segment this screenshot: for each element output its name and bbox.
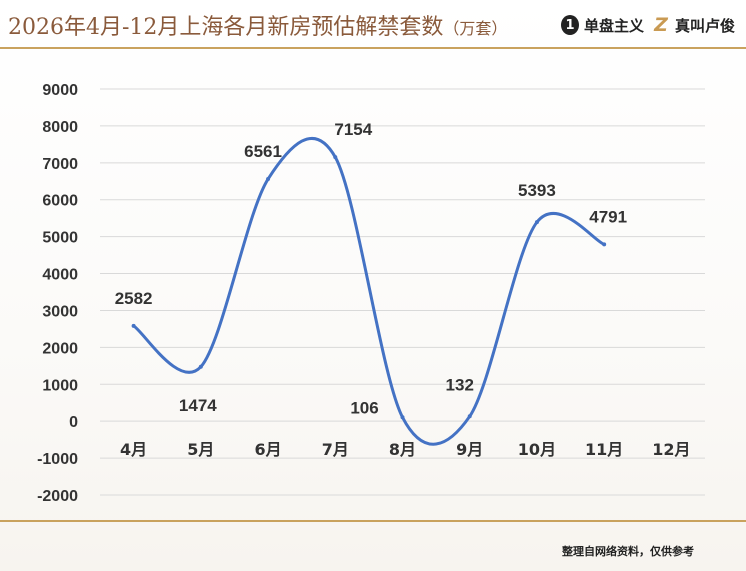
brand-logo-zhenjiao: Z 真叫卢俊 <box>652 13 735 37</box>
y-tick-label: 7000 <box>42 156 78 173</box>
y-tick-label: 3000 <box>42 303 78 320</box>
data-point <box>400 415 405 420</box>
y-tick-label: 1000 <box>42 377 78 394</box>
y-tick-label: 5000 <box>42 230 78 247</box>
series-line <box>132 136 606 446</box>
data-label: 6561 <box>244 142 282 161</box>
header-divider <box>0 47 746 49</box>
footer-divider <box>0 520 746 522</box>
number-one-badge-icon: 1 <box>561 15 579 35</box>
x-tick-label: 11月 <box>585 440 623 459</box>
y-tick-label: 8000 <box>42 119 78 136</box>
data-point <box>198 364 203 369</box>
data-point <box>131 323 136 328</box>
title-main: 2026年4月-12月上海各月新房预估解禁套数 <box>8 15 444 40</box>
x-tick-label: 12月 <box>652 440 690 459</box>
brand-logo-danpan: 1 单盘主义 <box>561 13 644 37</box>
x-tick-label: 5月 <box>187 440 214 459</box>
y-tick-label: -1000 <box>37 451 78 468</box>
x-tick-label: 7月 <box>322 440 349 459</box>
data-label: 4791 <box>589 207 627 226</box>
y-tick-label: 6000 <box>42 193 78 210</box>
data-label: 5393 <box>518 181 556 200</box>
y-tick-label: 4000 <box>42 267 78 284</box>
y-tick-label: -2000 <box>37 488 78 505</box>
data-point <box>467 414 472 419</box>
x-tick-label: 9月 <box>456 440 483 459</box>
data-label: 1474 <box>179 396 217 415</box>
line-chart: 9000 8000 7000 6000 5000 4000 3000 2000 1000 0 -10… <box>37 82 705 505</box>
y-tick-label: 2000 <box>42 340 78 357</box>
data-point <box>266 177 271 182</box>
page-title: 2026年4月-12月上海各月新房预估解禁套数（万套） <box>8 9 507 41</box>
data-point <box>534 220 539 225</box>
data-label: 106 <box>350 398 378 417</box>
header: 2026年4月-12月上海各月新房预估解禁套数（万套） 1 单盘主义 Z 真叫卢… <box>0 0 746 47</box>
x-tick-label: 6月 <box>254 440 281 459</box>
data-label: 132 <box>446 375 474 394</box>
data-point <box>333 155 338 160</box>
x-tick-label: 10月 <box>518 440 556 459</box>
footer-note: 整理自网络资料，仅供参考 <box>562 545 694 558</box>
x-tick-label: 4月 <box>120 440 147 459</box>
y-tick-label: 0 <box>69 414 78 431</box>
x-tick-label: 8月 <box>389 440 416 459</box>
title-unit: （万套） <box>443 19 508 38</box>
brand-name-danpan: 单盘主义 <box>584 16 645 35</box>
data-label: 2582 <box>115 289 153 308</box>
z-mark-icon: Z <box>654 14 668 36</box>
brand-name-zhenjiao: 真叫卢俊 <box>675 16 736 35</box>
data-point <box>602 242 607 247</box>
data-label: 7154 <box>334 120 372 139</box>
y-tick-label: 9000 <box>42 82 78 99</box>
